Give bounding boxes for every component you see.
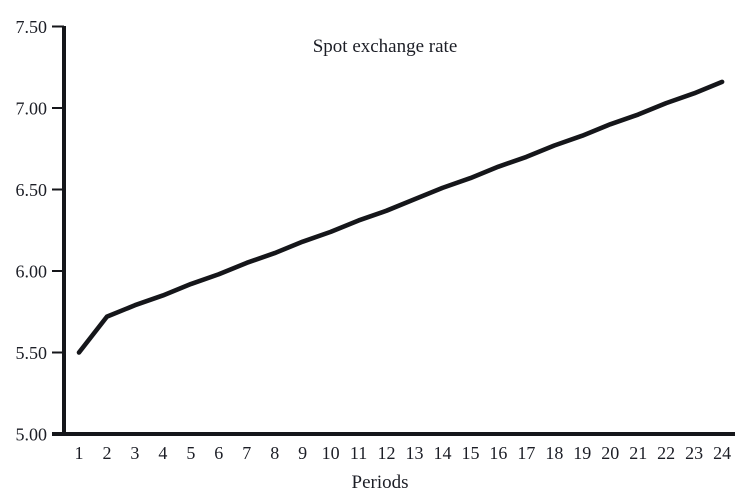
x-tick-label: 12	[378, 443, 396, 463]
x-tick-label: 8	[270, 443, 279, 463]
y-axis-ticks: 5.00 5.50 6.00 6.50 7.00 7.50	[16, 17, 64, 445]
x-tick-label: 24	[713, 443, 731, 463]
x-tick-label: 1	[75, 443, 84, 463]
y-tick-label: 5.50	[16, 343, 48, 363]
x-tick-label: 20	[601, 443, 619, 463]
x-tick-label: 21	[629, 443, 647, 463]
x-tick-label: 13	[406, 443, 424, 463]
x-tick-label: 19	[573, 443, 591, 463]
x-tick-label: 17	[517, 443, 535, 463]
x-tick-label: 9	[298, 443, 307, 463]
x-axis-title: Periods	[352, 472, 409, 493]
x-tick-label: 5	[186, 443, 195, 463]
x-tick-label: 18	[545, 443, 563, 463]
y-tick-label: 7.00	[16, 99, 48, 119]
x-tick-label: 6	[214, 443, 223, 463]
x-tick-label: 10	[322, 443, 340, 463]
x-tick-label: 14	[433, 443, 451, 463]
x-tick-label: 16	[489, 443, 507, 463]
x-tick-label: 23	[685, 443, 703, 463]
x-tick-label: 11	[350, 443, 367, 463]
y-tick-label: 6.00	[16, 262, 48, 282]
y-tick-label: 6.50	[16, 180, 48, 200]
y-tick-label: 7.50	[16, 17, 48, 37]
x-tick-label: 4	[158, 443, 167, 463]
spot-rate-series-line	[76, 79, 725, 355]
x-tick-label: 3	[130, 443, 139, 463]
x-axis-ticks: 1 2 3 4 5 6 7 8 9 10 11 12 13 14 15 16 17 18 19 20 21 22 23 24	[75, 443, 732, 463]
x-tick-label: 2	[102, 443, 111, 463]
x-tick-label: 7	[242, 443, 251, 463]
chart-title: Spot exchange rate	[313, 36, 458, 57]
x-tick-label: 22	[657, 443, 675, 463]
y-tick-label: 5.00	[16, 425, 48, 445]
x-tick-label: 15	[461, 443, 479, 463]
